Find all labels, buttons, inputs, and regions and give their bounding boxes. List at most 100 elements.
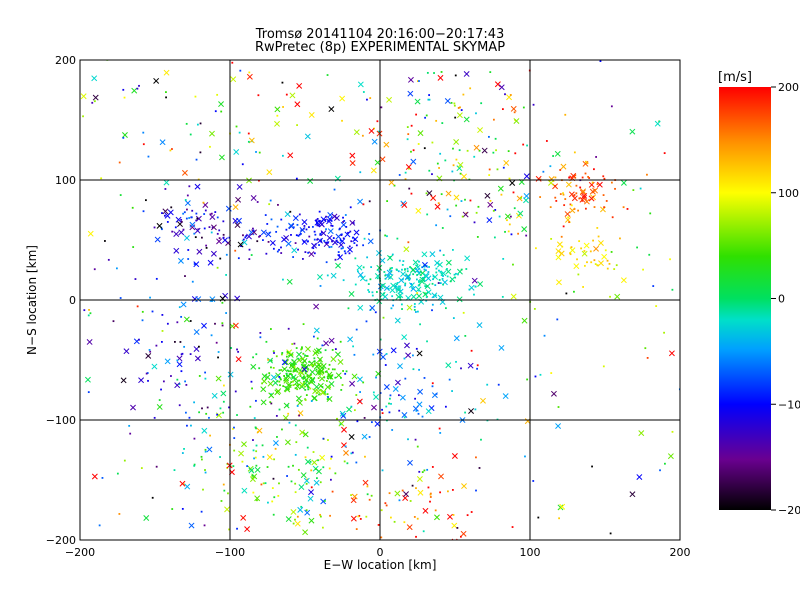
data-point — [588, 177, 591, 179]
data-point — [366, 485, 369, 488]
data-point — [184, 411, 187, 414]
data-point — [179, 480, 186, 487]
data-point — [389, 397, 391, 400]
data-point — [379, 338, 382, 341]
data-point — [248, 137, 255, 144]
data-point — [285, 228, 288, 231]
data-point — [315, 388, 322, 395]
data-point — [400, 303, 403, 306]
data-point — [132, 246, 135, 248]
data-point — [663, 331, 665, 334]
data-point — [404, 377, 407, 380]
data-point — [218, 229, 221, 232]
data-point — [543, 334, 546, 337]
data-point — [342, 279, 345, 282]
data-point — [367, 283, 370, 285]
data-point — [297, 357, 300, 360]
data-point — [322, 526, 324, 529]
data-point — [277, 203, 279, 206]
data-point — [565, 292, 568, 295]
data-point — [439, 432, 442, 434]
data-point — [290, 381, 293, 384]
data-point — [394, 317, 401, 324]
data-point — [377, 130, 380, 133]
data-point — [244, 236, 247, 239]
data-point — [173, 247, 180, 254]
data-point — [287, 388, 290, 390]
data-point — [581, 192, 588, 199]
data-point — [419, 276, 426, 283]
data-point — [350, 494, 352, 497]
data-point — [331, 490, 334, 493]
data-point — [145, 372, 148, 375]
data-point — [595, 156, 598, 158]
data-point — [225, 205, 232, 212]
data-point — [405, 352, 412, 359]
data-point — [294, 482, 297, 485]
data-point — [176, 321, 179, 324]
data-point — [379, 156, 386, 163]
data-point — [226, 463, 229, 465]
data-point — [262, 239, 264, 241]
data-point — [407, 90, 414, 97]
data-point — [264, 374, 271, 381]
data-point — [393, 184, 396, 187]
data-point — [431, 292, 438, 299]
data-point — [507, 230, 510, 233]
data-point — [316, 351, 319, 354]
data-point — [431, 173, 433, 176]
data-point — [580, 247, 583, 250]
data-point — [442, 275, 444, 277]
data-point — [234, 390, 237, 393]
data-point — [267, 501, 269, 504]
data-point — [365, 320, 368, 323]
data-point — [440, 193, 443, 196]
data-point — [291, 247, 298, 254]
data-point — [671, 430, 674, 433]
data-point — [431, 141, 434, 144]
data-point — [309, 369, 316, 376]
data-point — [296, 124, 298, 127]
data-point — [596, 183, 599, 186]
data-point — [416, 293, 423, 299]
data-point — [388, 269, 391, 271]
data-point — [386, 96, 393, 103]
data-point — [380, 536, 383, 539]
data-point — [409, 500, 412, 502]
data-point — [344, 372, 347, 375]
data-point — [388, 179, 395, 186]
data-point — [460, 367, 462, 370]
data-point — [626, 208, 629, 210]
data-point — [401, 202, 408, 208]
data-point — [342, 237, 345, 240]
data-point — [287, 384, 290, 386]
data-point — [293, 363, 296, 366]
data-point — [453, 273, 456, 276]
data-point — [593, 206, 596, 208]
data-point — [602, 175, 605, 178]
data-point — [398, 174, 401, 176]
data-point — [161, 314, 164, 316]
data-point — [412, 405, 419, 412]
data-point — [416, 517, 419, 520]
data-point — [353, 242, 356, 244]
data-point — [466, 149, 469, 152]
data-point — [406, 270, 409, 273]
data-point — [163, 69, 170, 76]
data-point — [235, 196, 242, 203]
data-point — [571, 195, 578, 202]
data-point — [632, 189, 635, 191]
data-point — [333, 368, 336, 371]
data-point — [535, 175, 542, 182]
data-point — [457, 107, 460, 109]
data-point — [219, 257, 222, 260]
data-point — [493, 23, 498, 28]
data-point — [353, 229, 360, 236]
data-point — [202, 201, 205, 204]
data-point — [399, 296, 402, 299]
data-point — [260, 386, 267, 393]
data-point — [188, 522, 195, 529]
data-point — [494, 209, 497, 211]
data-point — [305, 380, 308, 382]
data-point — [200, 455, 203, 458]
